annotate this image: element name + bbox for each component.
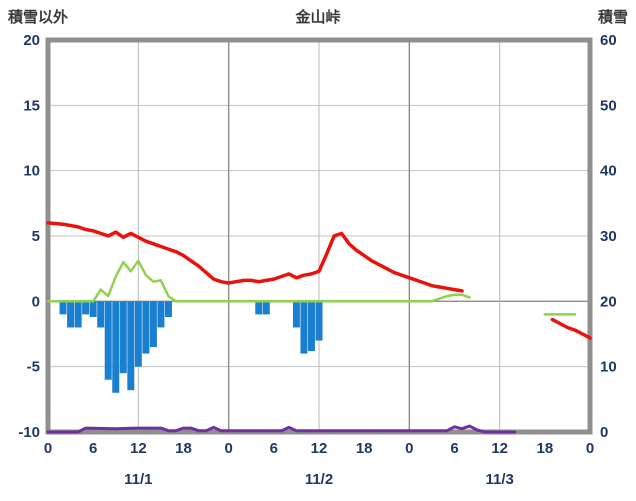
right-tick-label: 10 xyxy=(600,359,617,376)
left-tick-label: 5 xyxy=(32,228,40,245)
left-tick-label: 10 xyxy=(23,163,40,180)
precipitation-bar xyxy=(74,301,82,328)
date-label: 11/2 xyxy=(305,471,333,488)
hour-tick-label: 0 xyxy=(405,440,413,457)
precipitation-bar xyxy=(67,301,75,328)
hour-tick-label: 18 xyxy=(536,440,553,457)
hour-tick-label: 0 xyxy=(44,440,52,457)
precipitation-bar xyxy=(112,301,120,393)
precipitation-bar xyxy=(104,301,112,380)
hour-tick-label: 12 xyxy=(130,440,147,457)
hour-tick-label: 6 xyxy=(270,440,278,457)
left-tick-label: 0 xyxy=(32,293,40,310)
left-tick-label: -10 xyxy=(18,424,40,441)
right-tick-label: 40 xyxy=(600,163,617,180)
right-tick-label: 50 xyxy=(600,97,617,114)
left-tick-label: -5 xyxy=(27,359,40,376)
date-label: 11/3 xyxy=(485,471,513,488)
precipitation-bar xyxy=(89,301,97,318)
precipitation-bar xyxy=(149,301,157,348)
precipitation-bar xyxy=(292,301,300,328)
right-tick-label: 30 xyxy=(600,228,617,245)
precipitation-bar xyxy=(59,301,67,315)
left-axis-title: 積雪以外 xyxy=(8,9,69,26)
precipitation-bar xyxy=(119,301,127,374)
right-tick-label: 0 xyxy=(600,424,608,441)
temperature-line xyxy=(550,317,592,340)
left-tick-label: 15 xyxy=(23,97,40,114)
hour-tick-label: 6 xyxy=(89,440,97,457)
right-tick-label: 60 xyxy=(600,32,617,49)
precipitation-bar xyxy=(142,301,150,354)
temperature-line xyxy=(46,221,464,293)
precipitation-bar xyxy=(164,301,172,318)
precipitation-bar xyxy=(255,301,263,315)
hour-tick-label: 0 xyxy=(586,440,594,457)
hour-tick-label: 0 xyxy=(224,440,232,457)
hour-tick-label: 18 xyxy=(175,440,192,457)
left-tick-label: 20 xyxy=(23,32,40,49)
precipitation-bar xyxy=(127,301,135,391)
precipitation-bar xyxy=(300,301,308,354)
precipitation-bar xyxy=(315,301,323,341)
date-label: 11/1 xyxy=(124,471,152,488)
hour-tick-label: 12 xyxy=(491,440,508,457)
hour-tick-label: 18 xyxy=(356,440,373,457)
chart-title: 金山峠 xyxy=(295,9,341,26)
precipitation-bar xyxy=(82,301,90,315)
precipitation-bar xyxy=(97,301,105,328)
hour-tick-label: 12 xyxy=(311,440,328,457)
right-axis-title: 積雪 xyxy=(597,9,628,26)
road-temperature-line xyxy=(46,259,471,303)
hour-tick-label: 6 xyxy=(450,440,458,457)
snow-depth-line xyxy=(46,424,517,434)
precipitation-bar xyxy=(307,301,315,351)
precipitation-bar xyxy=(157,301,165,328)
precipitation-bar xyxy=(134,301,142,367)
precipitation-bar xyxy=(262,301,270,315)
right-tick-label: 20 xyxy=(600,293,617,310)
